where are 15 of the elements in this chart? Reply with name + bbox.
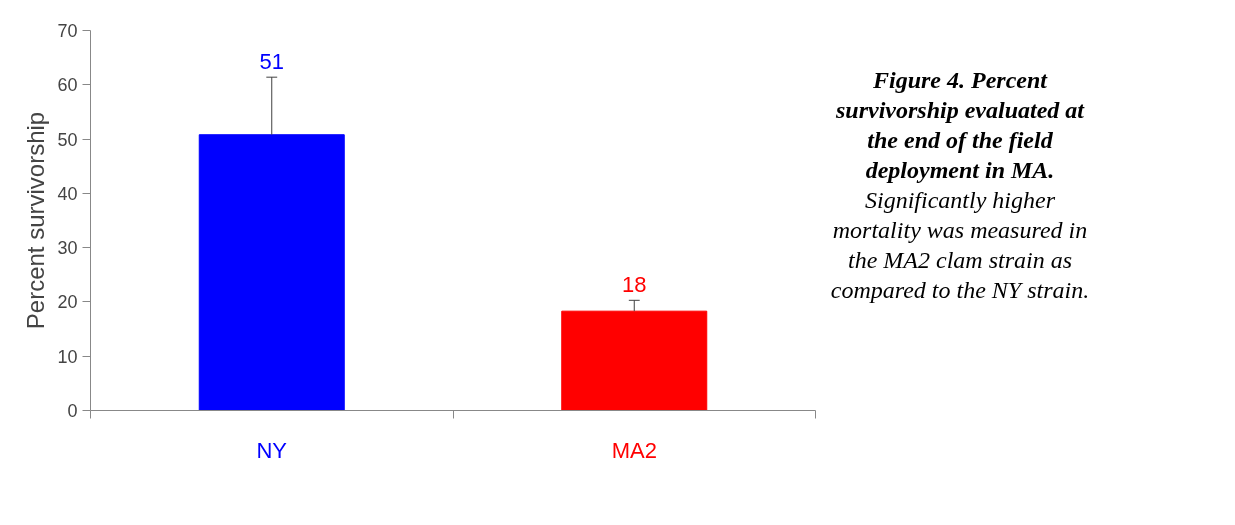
data-label: 18: [622, 272, 647, 298]
y-tick-label: 20: [57, 292, 78, 313]
x-tick-label: NY: [256, 438, 288, 463]
y-tick-label: 70: [57, 21, 78, 41]
y-tick-label: 60: [57, 75, 78, 96]
x-tick-label: MA2: [611, 438, 657, 463]
y-tick-label: 0: [67, 401, 78, 421]
y-tick-label: 30: [57, 238, 78, 259]
data-label: 51: [259, 49, 284, 75]
y-tick-label: 10: [57, 346, 78, 367]
caption: Figure 4. Percent survivorship evaluated at the end of the field deployment in MA.: [835, 67, 1084, 183]
y-axis-title: Percent survivorship: [22, 111, 50, 330]
y-tick-label: 50: [57, 129, 78, 150]
y-tick-label: 40: [57, 183, 78, 204]
text: Significantly higher mortality was measured in the MA2 clam strain as compared to the NY strain.: [830, 187, 1090, 303]
